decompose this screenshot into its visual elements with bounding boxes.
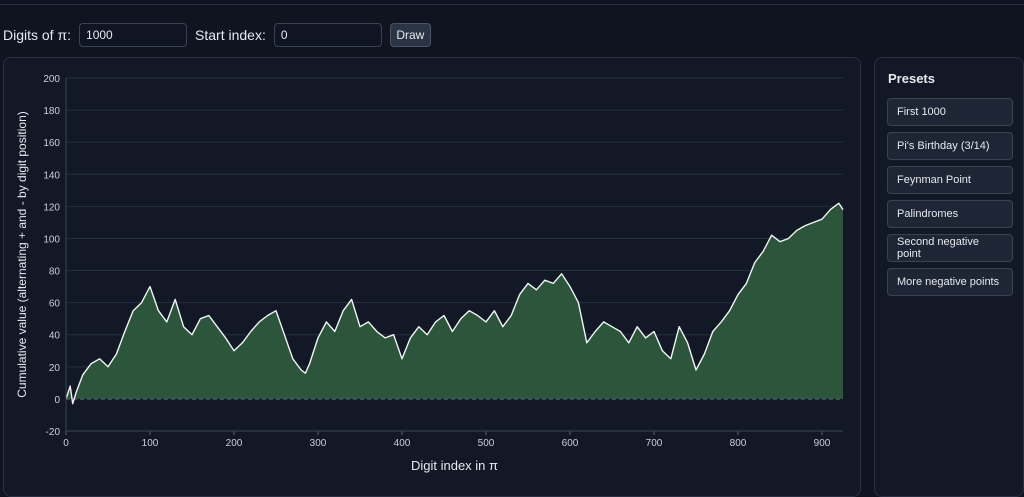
x-tick-label: 600 — [562, 438, 579, 449]
y-tick-label: 60 — [49, 299, 61, 310]
preset-more-negative-points-button[interactable]: More negative points — [887, 268, 1013, 296]
digits-input[interactable] — [79, 23, 188, 47]
y-tick-label: 140 — [43, 170, 60, 181]
x-tick-label: 300 — [310, 438, 327, 449]
preset-second-negative-point-button[interactable]: Second negative point — [887, 234, 1013, 262]
x-tick-label: 100 — [142, 438, 159, 449]
y-tick-label: 0 — [54, 395, 60, 406]
preset-feynman-point-button[interactable]: Feynman Point — [887, 166, 1013, 194]
x-tick-label: 0 — [63, 438, 69, 449]
digits-label: Digits of π: — [3, 27, 72, 43]
x-tick-label: 800 — [730, 438, 747, 449]
x-tick-label: 200 — [226, 438, 243, 449]
top-divider — [0, 4, 1024, 5]
chart-panel: -20 0 20 40 60 80 100 120 140 160 180 200 0 100 200 300… — [3, 57, 861, 497]
x-tick-label: 900 — [814, 438, 831, 449]
presets-panel: Presets First 1000 Pi's Birthday (3/14) … — [874, 57, 1024, 497]
y-tick-label: 120 — [43, 202, 60, 213]
controls-bar: Digits of π: Start index: Draw — [0, 23, 431, 47]
x-axis-label: Digit index in π — [411, 458, 498, 473]
preset-palindromes-button[interactable]: Palindromes — [887, 200, 1013, 228]
series-line — [65, 202, 844, 405]
y-tick-label: 80 — [49, 267, 61, 278]
y-tick-label: 40 — [49, 331, 61, 342]
start-index-input[interactable] — [273, 23, 382, 47]
preset-pi-birthday-button[interactable]: Pi's Birthday (3/14) — [887, 132, 1013, 160]
y-tick-label: 160 — [43, 138, 60, 149]
presets-title: Presets — [888, 71, 935, 86]
chart-series — [65, 202, 844, 405]
y-tick-label: 200 — [43, 74, 60, 85]
y-tick-label: 20 — [49, 363, 61, 374]
preset-first-1000-button[interactable]: First 1000 — [887, 98, 1013, 126]
draw-button[interactable]: Draw — [389, 23, 431, 47]
x-tick-label: 400 — [394, 438, 411, 449]
y-tick-label: 100 — [43, 234, 60, 245]
x-tick-label: 500 — [478, 438, 495, 449]
area-fill — [66, 203, 843, 404]
start-index-label: Start index: — [195, 27, 266, 43]
y-tick-label: 180 — [43, 106, 60, 117]
y-axis-label: Cumulative value (alternating + and - by… — [15, 111, 29, 398]
y-tick-label: -20 — [46, 427, 61, 438]
x-tick-label: 700 — [646, 438, 663, 449]
